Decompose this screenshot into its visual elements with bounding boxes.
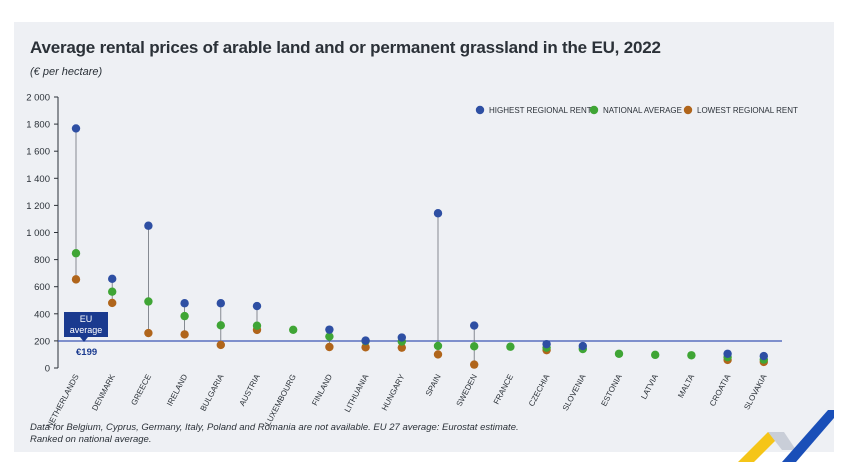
highest-point (578, 341, 587, 351)
national-point (651, 350, 660, 360)
highest-point (216, 299, 225, 308)
highest-legend-marker (475, 105, 485, 115)
highest-point (723, 349, 732, 358)
x-category-label: FINLAND (310, 373, 334, 408)
chart-legend: HIGHEST REGIONAL RENT NATIONAL AVERAGE LOW… (475, 105, 798, 115)
highest-point (180, 299, 189, 308)
highest-point (470, 321, 479, 330)
x-category-label: GREECE (129, 373, 153, 407)
footnote-line-2: Ranked on national average. (30, 434, 152, 445)
y-tick-label: 1 800 (26, 120, 50, 131)
x-category-label: FRANCE (492, 373, 515, 406)
lowest-legend-label: LOWEST REGIONAL RENT (697, 106, 798, 115)
highest-point (252, 301, 262, 311)
logo-grey-stripe (768, 432, 796, 450)
lowest-point (433, 350, 443, 359)
highest-point (542, 339, 551, 349)
x-category-label: HUNGARY (380, 372, 407, 412)
lowest-point (325, 342, 334, 352)
eu-average-box (64, 312, 108, 337)
chart-subtitle: (€ per hectare) (30, 66, 103, 78)
range-stems (75, 128, 765, 365)
x-category-label: IRELAND (165, 373, 189, 408)
chart-title: Average rental prices of arable land and… (30, 38, 661, 57)
eu-average-box-line2: average (70, 325, 103, 335)
national-point (325, 332, 334, 341)
x-category-label: SLOVENIA (561, 372, 588, 412)
national-point (144, 297, 153, 306)
y-tick-label: 1 400 (26, 174, 50, 185)
national-point (180, 311, 189, 321)
x-category-label: DENMARK (90, 372, 117, 412)
national-point (506, 342, 515, 351)
lowest-point (470, 360, 479, 369)
national-point (216, 321, 225, 330)
y-tick-label: 2 000 (26, 93, 50, 104)
national-point (252, 321, 262, 330)
highest-point (361, 336, 370, 345)
x-category-label: SLOVAKIA (742, 372, 769, 411)
y-tick-label: 0 (45, 364, 50, 375)
lowest-point (144, 328, 153, 338)
national-point (71, 249, 81, 258)
x-category-label: BULGARIA (199, 372, 226, 413)
x-axis-labels: NETHERLANDS DENMARK GREECE IRELAND BULGARIA A… (45, 372, 769, 429)
y-tick-label: 200 (34, 336, 50, 347)
logo-blue-stripe (782, 410, 834, 462)
logo-yellow-stripe (738, 432, 784, 462)
lowest-point (216, 340, 225, 350)
national-legend-marker (589, 105, 599, 115)
y-tick-label: 600 (34, 282, 50, 293)
lowest-point (361, 343, 370, 352)
lowest-point (397, 343, 406, 352)
x-category-label: AUSTRIA (238, 372, 263, 407)
x-category-label: CROATIA (708, 372, 733, 408)
y-tick-label: 1 600 (26, 147, 50, 158)
highest-point (325, 325, 334, 334)
national-point (470, 342, 479, 351)
x-category-label: ESTONIA (599, 372, 624, 408)
national-point (614, 349, 624, 358)
footnote-line-1: Data for Belgium, Cyprus, Germany, Italy… (30, 422, 519, 433)
eu-average-value-label: €199 (76, 347, 97, 358)
lowest-point (180, 330, 189, 339)
lowest-legend-marker (683, 105, 693, 115)
x-category-label: LUXEMBOURG (263, 373, 298, 427)
x-category-label: CZECHIA (527, 372, 552, 408)
highest-point (759, 351, 768, 361)
x-category-label: SWEDEN (455, 373, 480, 408)
footnote: Data for Belgium, Cyprus, Germany, Italy… (30, 422, 519, 446)
national-point (433, 341, 443, 351)
highest-legend-label: HIGHEST REGIONAL RENT (489, 106, 592, 115)
y-tick-label: 800 (34, 255, 50, 266)
y-tick-label: 400 (34, 309, 50, 320)
x-category-label: LATVIA (639, 372, 660, 401)
lowest-point (71, 275, 81, 284)
y-tick-label: 1 200 (26, 201, 50, 212)
national-legend-label: NATIONAL AVERAGE (603, 106, 682, 115)
data-points (71, 124, 768, 369)
x-category-label: SPAIN (424, 373, 443, 398)
eu-average-box-pointer (80, 337, 88, 342)
highest-point (71, 124, 81, 133)
highest-point (433, 209, 443, 218)
national-point (687, 351, 696, 360)
y-axis: 0 200 400 600 800 1 000 1 200 1 400 1 600 1 800 2 … (26, 93, 59, 375)
national-point (289, 325, 298, 334)
lowest-point (108, 298, 117, 308)
x-category-label: LITHUANIA (343, 372, 371, 414)
highest-point (397, 333, 406, 342)
eurostat-logo-graphic (738, 410, 834, 462)
x-category-label: MALTA (676, 372, 696, 399)
chart-panel (14, 22, 834, 452)
y-tick-label: 1 000 (26, 228, 50, 239)
highest-point (108, 274, 117, 284)
national-point (108, 287, 117, 296)
eu-average-box-line1: EU (80, 314, 93, 324)
highest-point (144, 221, 153, 230)
